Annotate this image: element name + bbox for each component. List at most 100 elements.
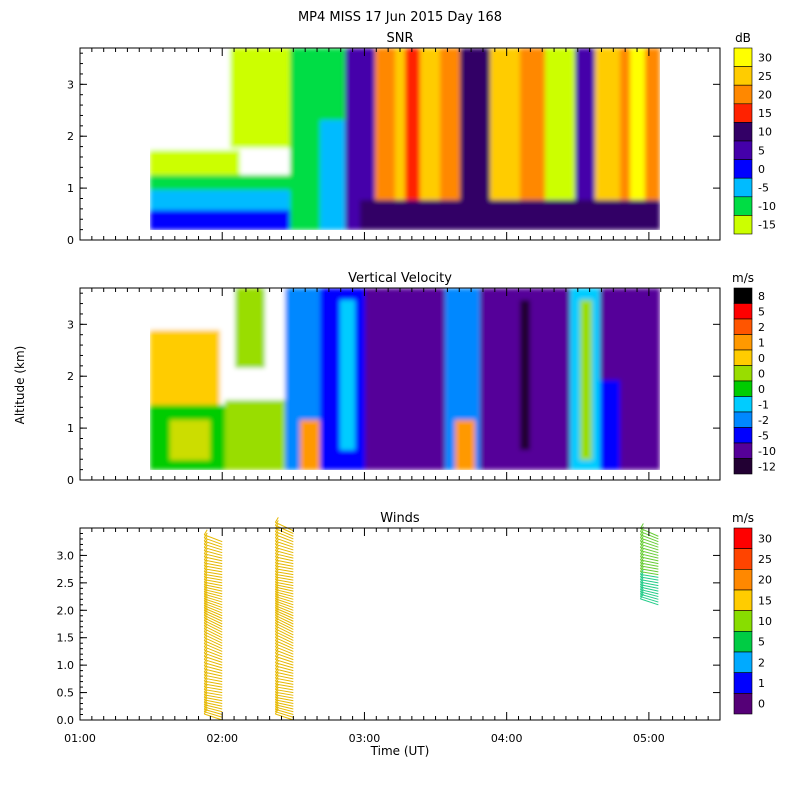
wind-barb xyxy=(640,584,659,589)
snr-panel-title: SNR xyxy=(386,31,413,46)
wind-barb xyxy=(275,593,294,600)
x-tick-label: 02:00 xyxy=(206,732,238,745)
wind-barb xyxy=(640,589,659,595)
wind-barb xyxy=(275,659,294,666)
velocity-axes: 0 1 2 3 xyxy=(67,288,721,487)
wind-barb xyxy=(275,622,294,633)
wind-barb xyxy=(275,547,294,554)
colorbar-swatch xyxy=(733,122,753,142)
wind-barb xyxy=(204,537,223,545)
snr-field xyxy=(150,48,660,230)
x-tick-label: 05:00 xyxy=(633,732,665,745)
colorbar-label: 0 xyxy=(758,383,765,396)
wind-barb xyxy=(275,713,294,721)
wind-barb xyxy=(640,547,659,554)
wind-barb xyxy=(275,612,294,622)
wind-barb xyxy=(204,589,223,595)
wind-barb xyxy=(275,699,294,705)
y-tick-label: 0 xyxy=(67,474,74,487)
colorbar-label: 5 xyxy=(758,636,765,649)
wind-barb xyxy=(275,556,294,562)
wind-barb xyxy=(275,674,294,680)
wind-barb xyxy=(275,573,294,578)
wind-barb xyxy=(204,534,223,543)
wind-barb xyxy=(204,579,223,584)
wind-barb xyxy=(275,605,294,614)
wind-barb xyxy=(204,662,223,669)
wind-barb xyxy=(275,643,294,652)
y-tick-label: 1.0 xyxy=(57,659,75,672)
wind-barb xyxy=(204,668,223,674)
wind-barb xyxy=(204,677,223,683)
wind-barb xyxy=(275,576,294,581)
colorbar-swatch xyxy=(733,84,753,105)
colorbar-label: 1 xyxy=(758,336,765,349)
wind-barb xyxy=(203,622,223,633)
wind-barb xyxy=(275,668,294,674)
y-tick-label: 2 xyxy=(67,130,74,143)
wind-barb xyxy=(640,581,659,587)
y-tick-label: 0.0 xyxy=(57,714,75,727)
y-tick-label: 2 xyxy=(67,370,74,383)
wind-barb xyxy=(204,631,223,641)
wind-barb xyxy=(275,634,294,644)
wind-barb xyxy=(203,628,223,639)
wind-barb xyxy=(204,701,223,707)
wind-barb xyxy=(640,596,659,603)
wind-barb xyxy=(275,568,294,573)
wind-barb xyxy=(204,659,223,666)
colorbar-label: 30 xyxy=(758,51,772,64)
wind-barb xyxy=(204,706,223,713)
colorbar-label: -10 xyxy=(758,200,776,213)
y-tick-label: 3.0 xyxy=(57,549,75,562)
x-tick-label: 03:00 xyxy=(349,732,381,745)
wind-barb xyxy=(275,677,294,683)
y-tick-label: 0.5 xyxy=(57,687,75,700)
y-tick-label: 2.0 xyxy=(57,604,75,617)
colorbar-swatch xyxy=(733,631,753,653)
wind-barb xyxy=(275,559,294,565)
wind-barb xyxy=(275,540,294,548)
colorbar-label: 20 xyxy=(758,89,772,102)
velocity-panel-title: Vertical Velocity xyxy=(348,271,452,286)
wind-barb xyxy=(640,573,659,578)
wind-barb xyxy=(275,528,294,537)
wind-barb xyxy=(204,649,223,658)
wind-barb xyxy=(204,598,223,606)
colorbar-swatch xyxy=(733,569,753,591)
wind-barb xyxy=(204,565,223,570)
wind-barb xyxy=(640,593,659,600)
wind-barb xyxy=(204,655,223,663)
wind-barb xyxy=(275,581,294,587)
wind-barb xyxy=(275,614,294,625)
wind-barb xyxy=(640,586,659,592)
x-tick-label: 01:00 xyxy=(64,732,96,745)
wind-barb xyxy=(275,696,294,702)
winds-axes: 0.0 0.5 1.0 1.5 2.0 2.5 3.0 xyxy=(57,527,721,727)
wind-barb xyxy=(275,640,294,650)
wind-barbs xyxy=(203,517,659,721)
colorbar-swatch xyxy=(733,527,753,549)
wind-barb xyxy=(275,524,294,534)
colorbar-swatch xyxy=(733,610,753,632)
wind-barb xyxy=(275,686,294,691)
colorbar-label: 15 xyxy=(758,594,772,607)
wind-barb xyxy=(640,553,659,559)
colorbar-swatch xyxy=(733,589,753,611)
wind-barb xyxy=(204,620,223,630)
wind-barb xyxy=(275,550,294,556)
colorbar-swatch xyxy=(733,159,753,179)
wind-barb xyxy=(275,579,294,584)
colorbar-label: 2 xyxy=(758,656,765,669)
colorbar-swatch xyxy=(733,380,753,397)
wind-barb xyxy=(204,643,223,652)
wind-barb xyxy=(204,591,223,598)
wind-barb xyxy=(275,625,294,636)
colorbar-label: 30 xyxy=(758,532,772,545)
wind-barb xyxy=(275,565,294,570)
wind-barb xyxy=(275,680,294,685)
colorbar-label: 20 xyxy=(758,574,772,587)
wind-barb xyxy=(640,598,659,606)
velocity-panel: Vertical Velocity xyxy=(67,271,776,487)
